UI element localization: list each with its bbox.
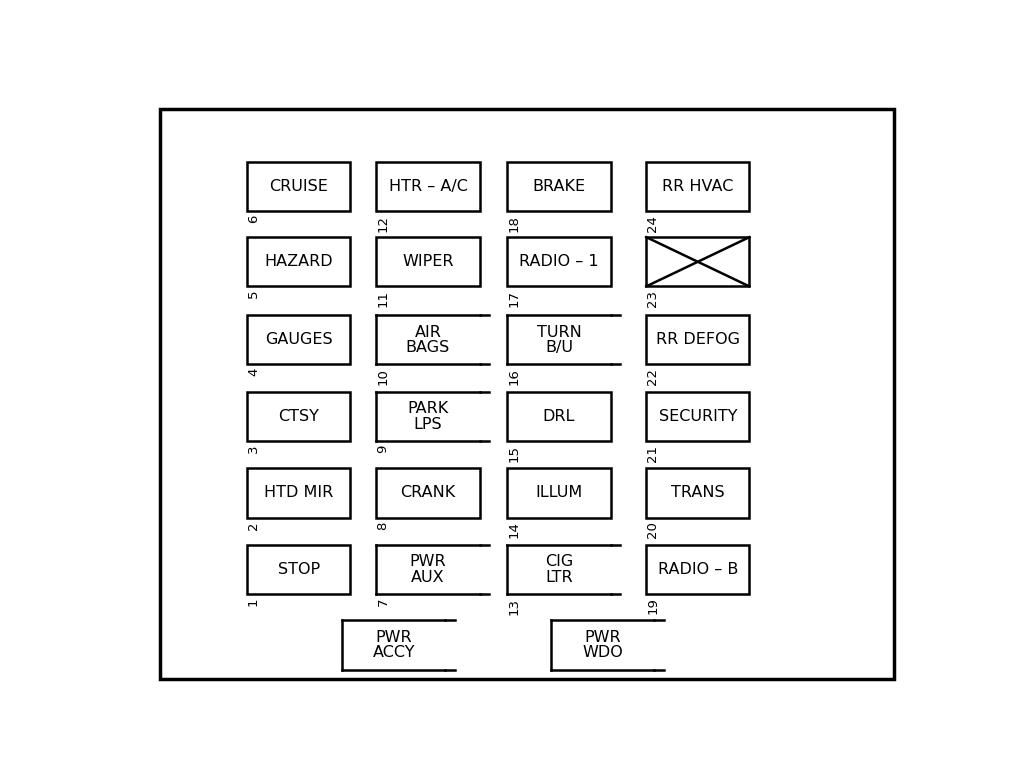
Bar [247,392,350,441]
Text: PARK: PARK [408,402,449,417]
Text: TURN: TURN [537,324,582,339]
Text: 14: 14 [507,521,520,538]
Bar [646,468,750,518]
Text: RADIO – B: RADIO – B [657,562,738,576]
Bar [507,162,610,211]
Text: 8: 8 [377,521,389,530]
Text: HTD MIR: HTD MIR [264,485,333,501]
Bar [247,315,350,364]
Text: 7: 7 [377,597,389,606]
Text: 23: 23 [646,290,659,307]
Text: 9: 9 [377,445,389,453]
Text: LTR: LTR [545,569,572,584]
Text: PWR: PWR [585,629,621,644]
Text: B/U: B/U [545,340,572,355]
Text: WIPER: WIPER [402,254,454,269]
Text: GAUGES: GAUGES [265,332,333,347]
Bar [247,544,350,594]
Text: 2: 2 [247,521,260,530]
Bar [247,237,350,286]
Text: CRUISE: CRUISE [269,179,328,194]
Text: DRL: DRL [543,410,575,424]
Text: STOP: STOP [278,562,319,576]
Text: PWR: PWR [410,554,446,569]
Text: CRANK: CRANK [400,485,456,501]
Text: 21: 21 [646,445,659,462]
Text: HAZARD: HAZARD [264,254,333,269]
Text: 20: 20 [646,521,659,538]
Bar [646,392,750,441]
Text: 6: 6 [247,215,260,223]
Text: ACCY: ACCY [373,645,415,660]
Text: HTR – A/C: HTR – A/C [388,179,467,194]
Bar [377,162,479,211]
Text: 15: 15 [507,445,520,462]
Text: RADIO – 1: RADIO – 1 [519,254,599,269]
Text: PWR: PWR [376,629,413,644]
Text: BAGS: BAGS [406,340,451,355]
Text: WDO: WDO [583,645,623,660]
Text: 24: 24 [646,215,659,232]
Text: RR DEFOG: RR DEFOG [655,332,739,347]
Text: 3: 3 [247,445,260,453]
Text: 10: 10 [377,368,389,385]
Text: 11: 11 [377,290,389,307]
Text: 13: 13 [507,597,520,615]
Text: 16: 16 [507,368,520,385]
Bar [247,468,350,518]
Text: 18: 18 [507,215,520,232]
Text: 5: 5 [247,290,260,299]
Text: TRANS: TRANS [671,485,725,501]
Bar [507,468,610,518]
Bar [646,162,750,211]
Text: LPS: LPS [414,417,442,432]
Text: AUX: AUX [412,569,444,584]
Text: ILLUM: ILLUM [536,485,583,501]
Bar [646,315,750,364]
Bar [507,392,610,441]
Text: 12: 12 [377,215,389,232]
Bar [377,468,479,518]
Text: 19: 19 [646,597,659,615]
Text: 4: 4 [247,368,260,377]
Bar [247,162,350,211]
Text: 1: 1 [247,597,260,606]
Text: CTSY: CTSY [279,410,319,424]
Bar [646,237,750,286]
Text: AIR: AIR [415,324,441,339]
Text: RR HVAC: RR HVAC [663,179,733,194]
Text: BRAKE: BRAKE [532,179,586,194]
Text: CIG: CIG [545,554,573,569]
Bar [646,544,750,594]
Text: 17: 17 [507,290,520,307]
Text: SECURITY: SECURITY [658,410,737,424]
Bar [377,237,479,286]
Text: 22: 22 [646,368,659,385]
Bar [507,237,610,286]
